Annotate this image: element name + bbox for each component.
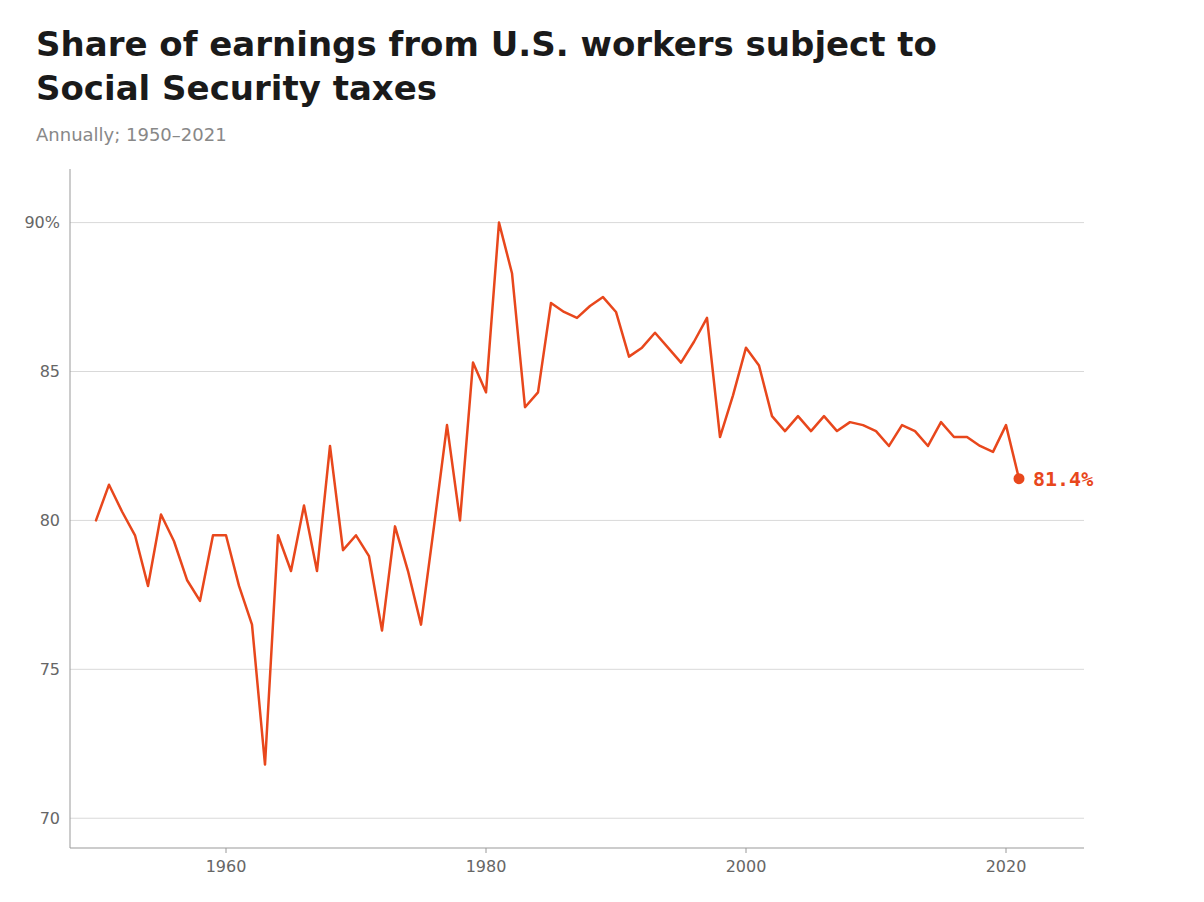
title: Share of earnings from U.S. workers subj… — [36, 22, 1036, 110]
y-axis-line — [70, 169, 71, 848]
annotation: 81.4% — [1033, 467, 1093, 491]
grid — [70, 223, 1084, 819]
grid-line — [70, 520, 1084, 521]
y-tick-label: 90% — [24, 213, 60, 232]
x-tick-label: 2000 — [726, 857, 767, 876]
grid-line — [70, 222, 1084, 223]
last-point — [1014, 473, 1025, 484]
y-tick-label: 75 — [40, 660, 60, 679]
x-tick-label: 1980 — [466, 857, 507, 876]
y-tick-label: 70 — [40, 809, 60, 828]
grid-line — [70, 669, 1084, 670]
x-tick — [226, 848, 227, 853]
x-tick — [486, 848, 487, 853]
plot-area — [96, 223, 1025, 765]
header: Share of earnings from U.S. workers subj… — [0, 0, 1204, 145]
subtitle: Annually; 1950–2021 — [36, 124, 1168, 145]
y-tick-label: 80 — [40, 511, 60, 530]
x-axis-line — [70, 848, 1084, 849]
grid-line — [70, 371, 1084, 372]
grid-line — [70, 818, 1084, 819]
x-tick-label: 1960 — [206, 857, 247, 876]
page: {"chart_data": { "type": "line", "title"… — [0, 0, 1204, 902]
chart: 70 75 80 85 90% 1960 1980 2000 2020 81.4% — [0, 145, 1204, 898]
x-tick — [746, 848, 747, 853]
axes: 70 75 80 85 90% 1960 1980 2000 2020 — [24, 169, 1084, 876]
y-tick-label: 85 — [40, 362, 60, 381]
line — [96, 223, 1019, 765]
x-tick — [1006, 848, 1007, 853]
x-tick-label: 2020 — [986, 857, 1027, 876]
